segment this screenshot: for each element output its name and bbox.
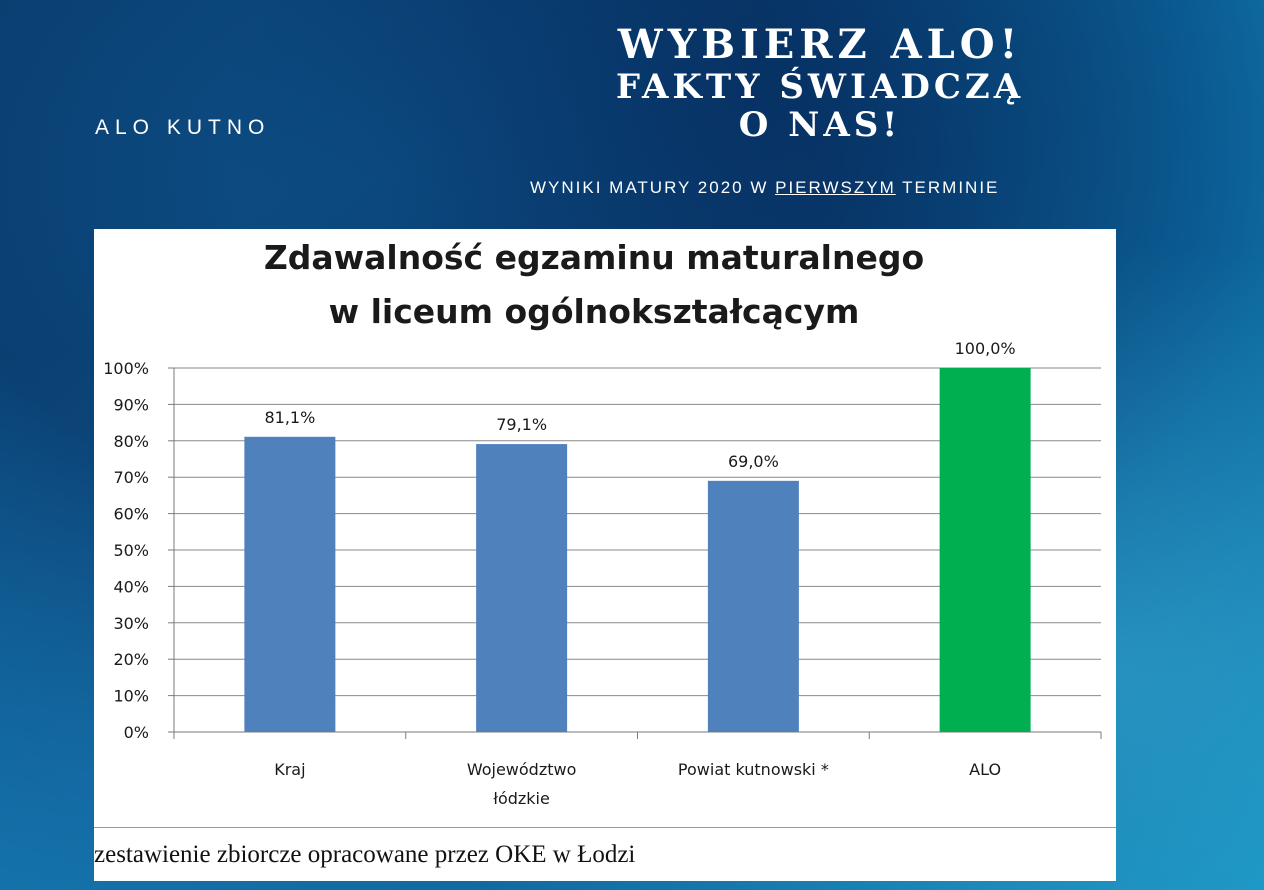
subline-pre: WYNIKI MATURY 2020 W [530, 178, 776, 197]
category-label: Kraj [274, 760, 305, 779]
data-label: 100,0% [955, 339, 1016, 358]
headline-line-3: O NAS! [738, 105, 902, 145]
y-tick-label: 0% [124, 723, 149, 742]
data-label: 81,1% [264, 408, 315, 427]
bar [939, 368, 1031, 732]
chart-title-line-2: w liceum ogólnokształcącym [328, 292, 860, 331]
brand-name: ALO KUTNO [95, 116, 271, 139]
subline-underlined: PIERWSZYM [775, 178, 896, 197]
category-label: Województwo [467, 760, 577, 779]
bar-chart: 0% 10% 20% 30% 40% 50% 60% 70% 80% 90% 100% 81,1% Kr… [103, 339, 1102, 808]
source-note: zestawienie zbiorcze opracowane przez OK… [94, 827, 1116, 881]
data-label: 69,0% [728, 452, 779, 471]
y-tick-label: 70% [113, 468, 149, 487]
chart-panel: Zdawalność egzaminu maturalnego w liceum… [94, 229, 1116, 881]
data-label: 79,1% [496, 415, 547, 434]
y-tick-label: 30% [113, 614, 149, 633]
headline-line-1: WYBIERZ ALO! [617, 21, 1023, 68]
chart-title-line-1: Zdawalność egzaminu maturalnego [263, 238, 925, 277]
category-label: łódzkie [493, 789, 549, 808]
chart-title: Zdawalność egzaminu maturalnego w liceum… [94, 231, 1094, 339]
y-tick-label: 100% [103, 359, 149, 378]
subline-post: TERMINIE [895, 178, 1000, 197]
headline-line-2: FAKTY ŚWIADCZĄ [615, 67, 1025, 107]
category-label: ALO [969, 760, 1001, 779]
bar [707, 480, 799, 732]
y-tick-label: 60% [113, 505, 149, 524]
y-tick-label: 40% [113, 577, 149, 596]
category-label: Powiat kutnowski * [678, 760, 829, 779]
results-subheading: WYNIKI MATURY 2020 W PIERWSZYM TERMINIE [530, 178, 999, 198]
y-tick-label: 50% [113, 541, 149, 560]
y-tick-label: 10% [113, 687, 149, 706]
y-tick-label: 90% [113, 395, 149, 414]
bar [244, 436, 336, 732]
y-tick-label: 20% [113, 650, 149, 669]
bar [476, 444, 568, 732]
headline: WYBIERZ ALO! FAKTY ŚWIADCZĄ O NAS! [560, 21, 1080, 145]
y-tick-label: 80% [113, 432, 149, 451]
